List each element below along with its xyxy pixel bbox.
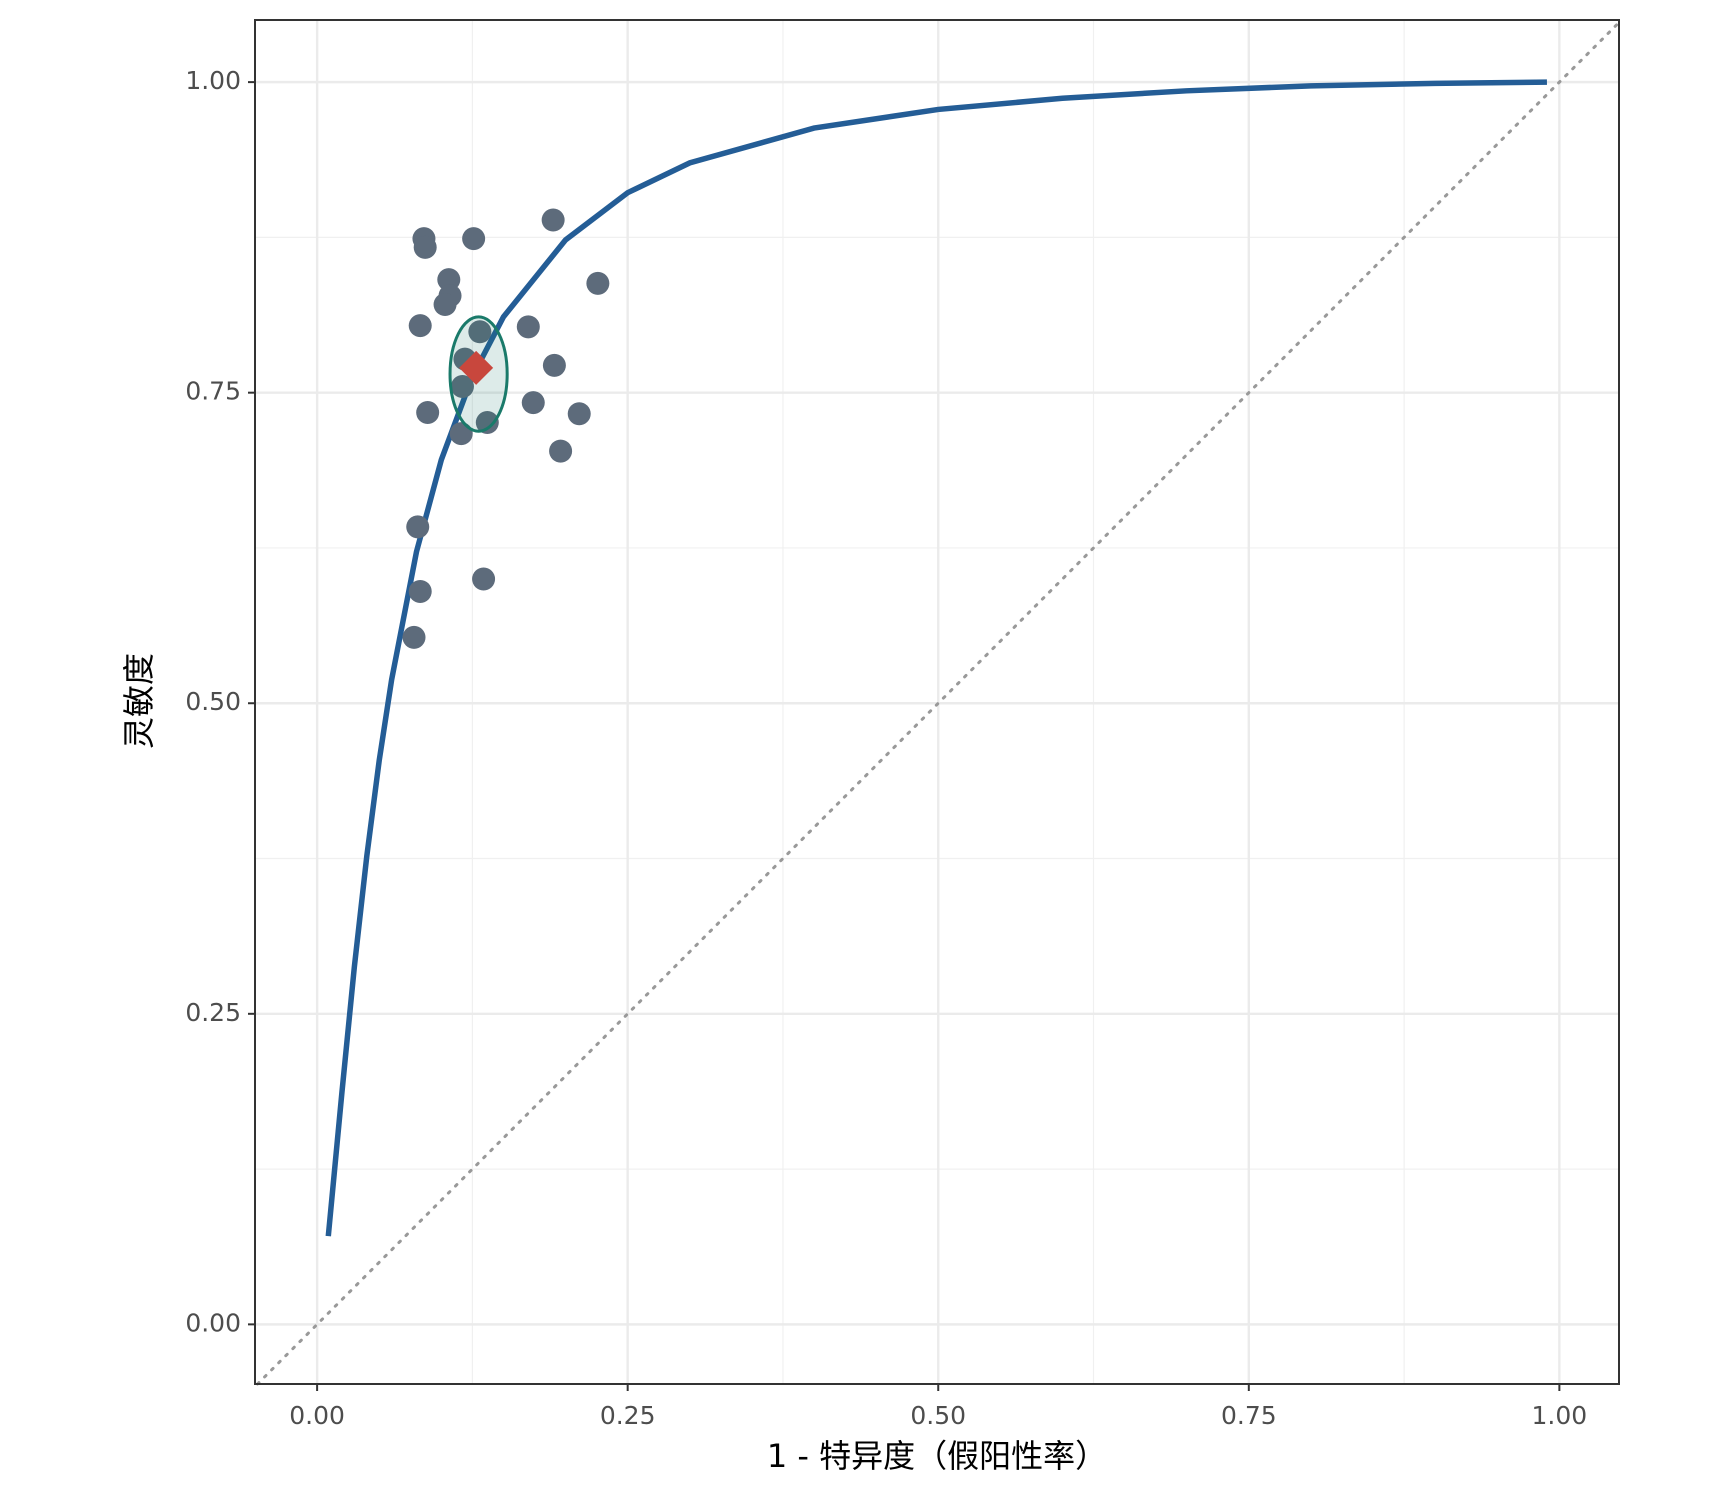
panel-border (254, 19, 1620, 1385)
study-point (472, 567, 496, 591)
study-point (450, 374, 474, 398)
x-tick-label: 0.75 (1221, 1401, 1277, 1430)
x-tick-label: 1.00 (1532, 1401, 1588, 1430)
study-point (406, 515, 430, 539)
y-tick-label: 0.25 (185, 998, 241, 1027)
reference-line (255, 20, 1621, 1386)
x-axis-title: 1 - 特异度（假阳性率） (767, 1437, 1107, 1475)
study-point (541, 208, 565, 232)
study-point (567, 402, 591, 426)
study-point (586, 271, 610, 295)
study-point (462, 227, 486, 251)
y-axis-title: 灵敏度 (120, 653, 158, 749)
sroc-curve (325, 79, 1547, 1237)
x-tick-label: 0.00 (289, 1401, 345, 1430)
study-point (521, 391, 545, 415)
y-tick-label: 0.50 (185, 687, 241, 716)
study-point (516, 315, 540, 339)
study-point (408, 314, 432, 338)
study-point (402, 625, 426, 649)
study-point (468, 320, 492, 344)
panel (255, 20, 1619, 1384)
y-tick-label: 0.75 (185, 377, 241, 406)
study-point (433, 292, 457, 316)
study-point (416, 401, 440, 425)
x-tick-label: 0.50 (910, 1401, 966, 1430)
y-tick-label: 1.00 (185, 66, 241, 95)
study-point (408, 579, 432, 603)
study-point (413, 235, 437, 259)
study-point (549, 439, 573, 463)
summary-point (459, 350, 494, 385)
study-point (475, 410, 499, 434)
y-tick-label: 0.00 (185, 1308, 241, 1337)
x-tick-label: 0.25 (600, 1401, 656, 1430)
study-point (542, 353, 566, 377)
